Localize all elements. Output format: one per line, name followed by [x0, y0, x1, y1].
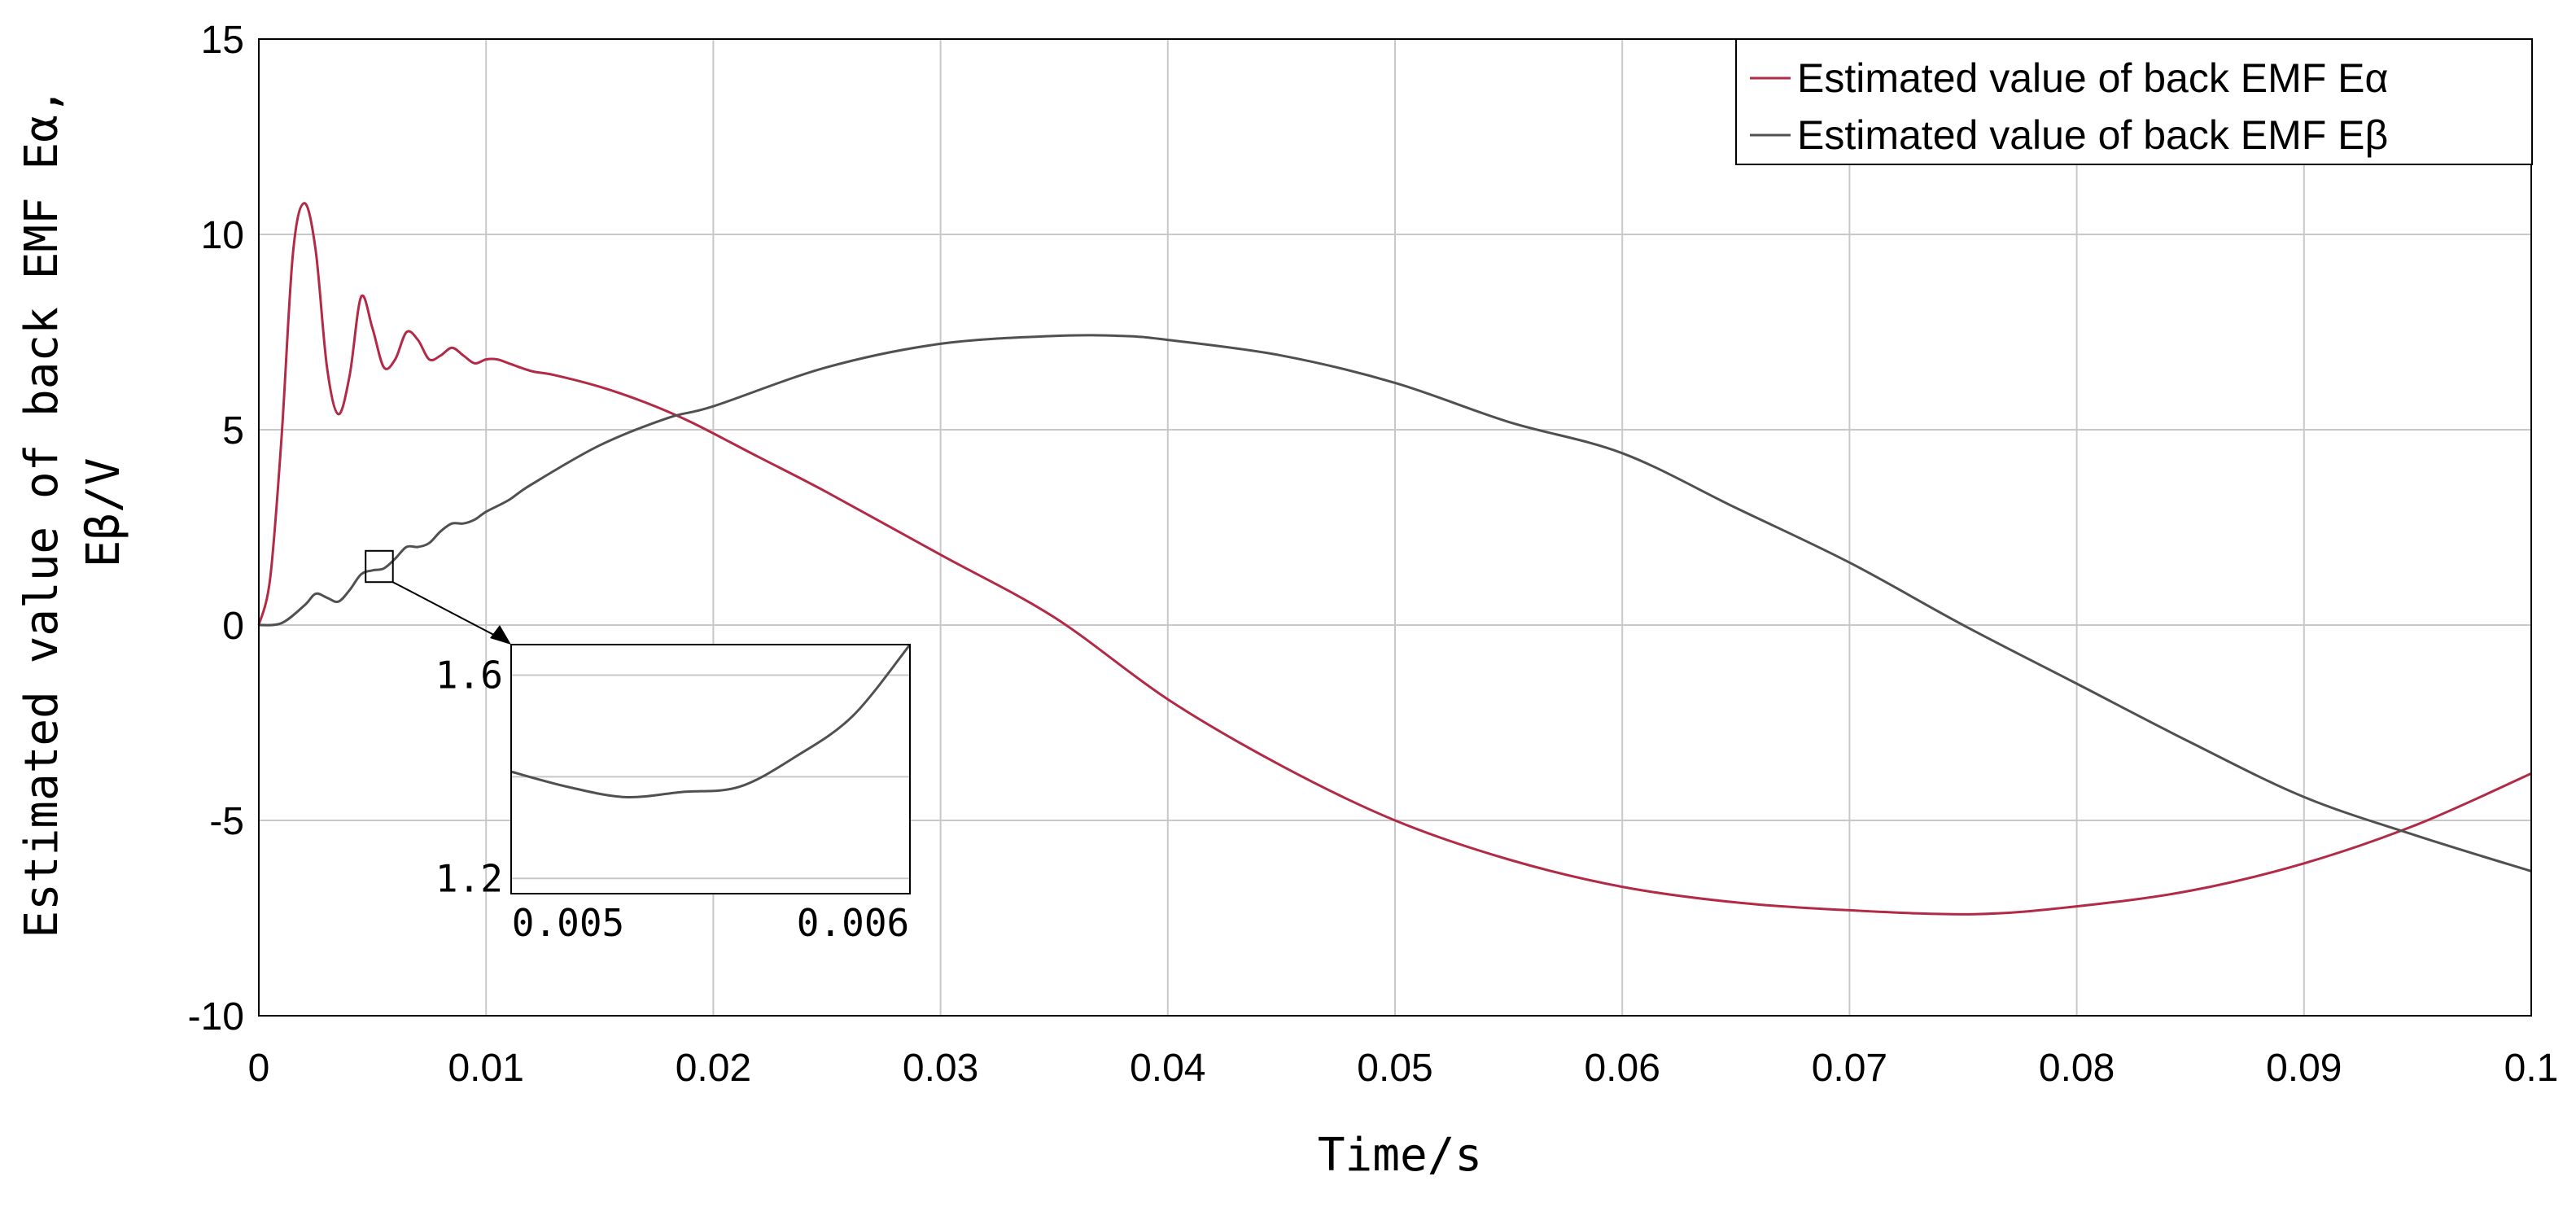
legend-label-alpha: Estimated value of back EMF Eα	[1797, 55, 2388, 101]
series-line-alpha	[257, 202, 2532, 916]
y-tick-label: -10	[188, 995, 244, 1039]
x-tick-label: 0.04	[1130, 1047, 1205, 1090]
legend-box	[1735, 38, 2533, 165]
zoom-box	[365, 549, 394, 584]
plot-frame	[258, 38, 2532, 1017]
legend-label-beta: Estimated value of back EMF Eβ	[1797, 112, 2388, 158]
x-tick-label: 0.1	[2504, 1047, 2559, 1090]
inset-x-tick-label: 0.006	[797, 901, 909, 945]
x-tick-labels: 0 0.01 0.02 0.03 0.04 0.05 0.06 0.07 0.08 0.09 0.1	[248, 1047, 2559, 1090]
zoom-marker	[365, 549, 511, 645]
y-tick-label: 10	[201, 214, 244, 257]
y-axis-label-line1: Estimated value of back EMF Eα,	[15, 87, 68, 938]
y-tick-label: 0	[222, 605, 244, 648]
zoom-arrow-line	[392, 581, 507, 642]
x-tick-label: 0.08	[2039, 1047, 2115, 1090]
y-tick-label: 5	[222, 409, 244, 453]
x-tick-label: 0.06	[1584, 1047, 1660, 1090]
y-tick-label: -5	[209, 800, 244, 843]
x-tick-label: 0	[248, 1047, 270, 1090]
inset-y-tick-label: 1.6	[435, 653, 503, 697]
legend: Estimated value of back EMF Eα Estimated…	[1735, 38, 2533, 165]
inset-background	[511, 645, 910, 894]
zoom-arrow-head	[490, 625, 511, 645]
x-tick-label: 0.03	[903, 1047, 978, 1090]
inset-plot: 1.6 1.20.005 0.006	[435, 644, 912, 945]
x-tick-label: 0.01	[448, 1047, 523, 1090]
y-tick-label: 15	[201, 19, 244, 62]
series-layer	[257, 202, 2532, 916]
y-tick-labels: -10 -5 0 5 10 15	[188, 19, 244, 1039]
x-tick-label: 0.07	[1812, 1047, 1887, 1090]
series-line-beta	[258, 334, 2532, 872]
x-tick-label: 0.05	[1357, 1047, 1432, 1090]
x-tick-label: 0.02	[676, 1047, 751, 1090]
y-axis-label-line2: Eβ/V	[77, 458, 130, 568]
x-tick-label: 0.09	[2266, 1047, 2342, 1090]
y-axis-label: Estimated value of back EMF Eα, Eβ/V	[15, 87, 130, 938]
inset-frame	[510, 644, 911, 894]
inset-x-tick-label: 0.005	[512, 901, 624, 945]
inset-y-tick-label: 1.2	[435, 856, 503, 900]
x-axis-label: Time/s	[1318, 1129, 1482, 1182]
inset-series-line-beta	[510, 644, 912, 798]
